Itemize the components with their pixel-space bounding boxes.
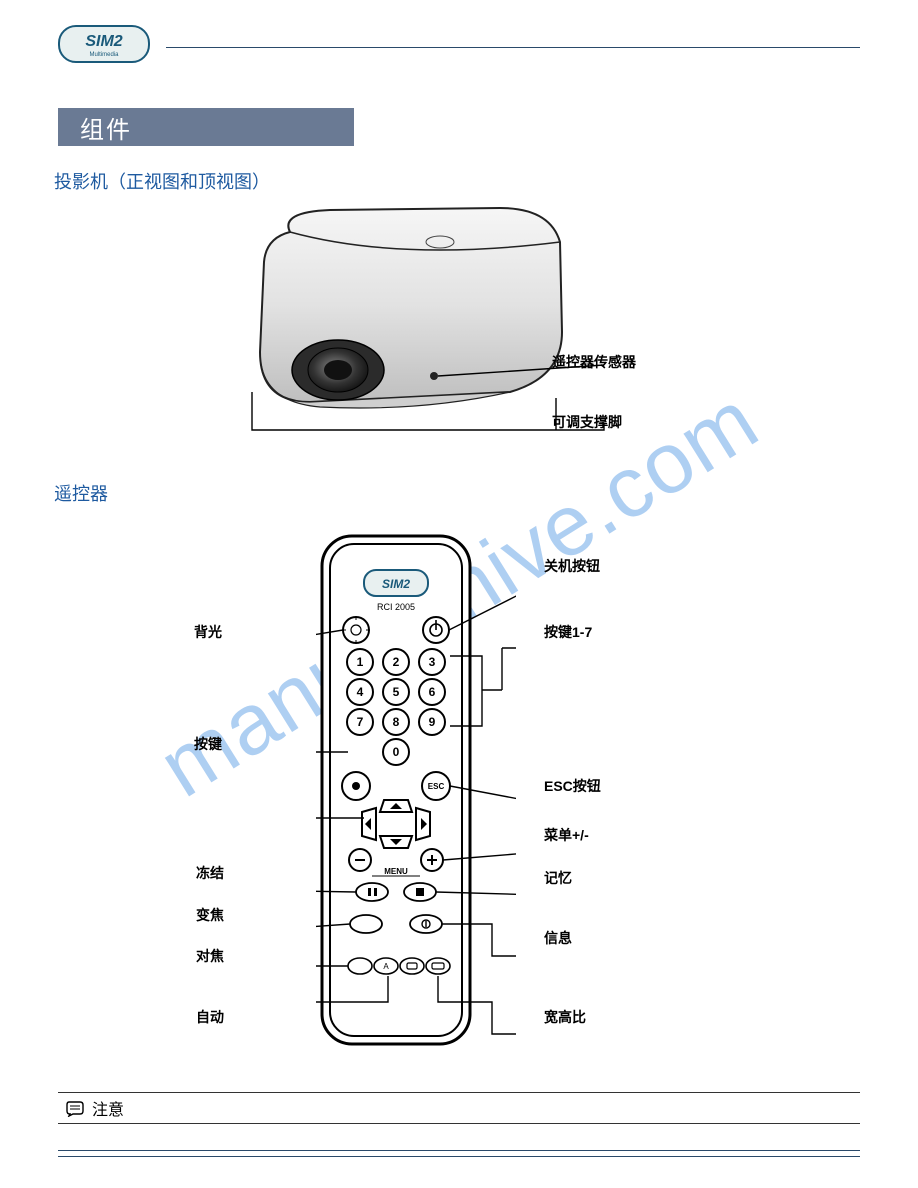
- label-aspect: 宽高比: [544, 1007, 586, 1027]
- remote-model-text: RCI 2005: [377, 602, 415, 612]
- page-header: SIM2 Multimedia: [58, 24, 860, 64]
- footer-rule-2: [58, 1156, 860, 1157]
- label-keys17: 按键1-7: [544, 622, 592, 642]
- label-zoom: 变焦: [196, 905, 224, 925]
- label-menu-pm: 菜单+/-: [544, 825, 589, 845]
- label-backlight: 背光: [194, 622, 222, 642]
- header-rule: [166, 47, 860, 48]
- label-esc: ESC按钮: [544, 776, 601, 796]
- key-7: 7: [357, 715, 364, 729]
- subheading-projector: 投影机（正视图和顶视图）: [54, 168, 270, 194]
- key-6: 6: [429, 685, 436, 699]
- label-auto: 自动: [196, 1007, 224, 1027]
- projector-label-sensor: 遥控器传感器: [552, 352, 636, 372]
- logo-svg: SIM2 Multimedia: [64, 29, 144, 59]
- key-esc: ESC: [428, 782, 445, 791]
- label-memory: 记忆: [544, 868, 572, 888]
- section-title-text: 组件: [80, 110, 132, 145]
- label-focus: 对焦: [196, 946, 224, 966]
- projector-figure: 遥控器传感器 可调支撑脚: [160, 196, 720, 466]
- brand-logo: SIM2 Multimedia: [58, 25, 150, 63]
- key-4: 4: [357, 685, 364, 699]
- key-9: 9: [429, 715, 436, 729]
- key-1: 1: [357, 655, 364, 669]
- logo-top-text: SIM2: [85, 33, 122, 50]
- remote-svg: SIM2 RCI 2005 1 2 3 4 5 6 7 8 9 0 ESC: [316, 530, 516, 1050]
- menu-label: MENU: [384, 867, 408, 876]
- label-power: 关机按钮: [544, 556, 600, 576]
- note-icon: [66, 1099, 86, 1117]
- key-0: 0: [393, 745, 400, 759]
- subheading-remote: 遥控器: [54, 480, 108, 506]
- projector-label-foot: 可调支撑脚: [552, 412, 622, 432]
- section-title-banner: 组件: [58, 108, 354, 146]
- remote-figure: 背光 按键 冻结 变焦 对焦 自动 关机按钮 按键1-7 ESC按钮 菜单+/-…: [54, 510, 754, 1060]
- footer-rule-1: [58, 1150, 860, 1151]
- remote-logo-text: SIM2: [382, 577, 410, 591]
- note-box: 注意: [58, 1092, 860, 1124]
- label-info: 信息: [544, 928, 572, 948]
- key-3: 3: [429, 655, 436, 669]
- logo-bottom-text: Multimedia: [89, 52, 119, 58]
- key-8: 8: [393, 715, 400, 729]
- note-label: 注意: [92, 1096, 124, 1120]
- key-A: A: [383, 962, 389, 971]
- key-2: 2: [393, 655, 400, 669]
- label-keys: 按键: [194, 734, 222, 754]
- key-5: 5: [393, 685, 400, 699]
- label-freeze: 冻结: [196, 863, 224, 883]
